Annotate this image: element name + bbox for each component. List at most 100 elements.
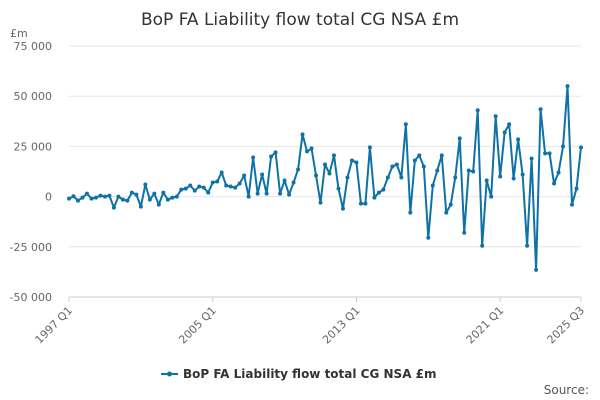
data-point[interactable] xyxy=(480,243,485,248)
data-point[interactable] xyxy=(165,197,170,202)
data-point[interactable] xyxy=(466,168,471,173)
data-point[interactable] xyxy=(287,192,292,197)
data-point[interactable] xyxy=(579,145,583,150)
data-point[interactable] xyxy=(210,180,215,185)
data-point[interactable] xyxy=(111,205,116,210)
data-point[interactable] xyxy=(147,197,152,202)
data-point[interactable] xyxy=(102,194,107,199)
data-point[interactable] xyxy=(421,164,426,169)
data-point[interactable] xyxy=(206,190,211,195)
data-point[interactable] xyxy=(152,191,157,196)
data-point[interactable] xyxy=(314,173,319,178)
data-point[interactable] xyxy=(556,170,561,175)
data-point[interactable] xyxy=(143,182,148,187)
data-point[interactable] xyxy=(444,210,449,215)
data-point[interactable] xyxy=(125,198,130,203)
data-point[interactable] xyxy=(394,162,399,167)
data-point[interactable] xyxy=(372,195,377,200)
data-point[interactable] xyxy=(260,172,265,177)
data-point[interactable] xyxy=(336,186,341,191)
data-point[interactable] xyxy=(67,196,71,201)
data-point[interactable] xyxy=(116,194,121,199)
data-point[interactable] xyxy=(345,175,350,180)
data-point[interactable] xyxy=(305,149,310,154)
data-point[interactable] xyxy=(331,153,336,158)
data-point[interactable] xyxy=(381,187,386,192)
data-point[interactable] xyxy=(349,158,354,163)
data-point[interactable] xyxy=(75,198,80,203)
data-point[interactable] xyxy=(538,107,543,112)
data-point[interactable] xyxy=(219,170,224,175)
data-point[interactable] xyxy=(120,197,125,202)
data-point[interactable] xyxy=(489,194,494,199)
data-point[interactable] xyxy=(426,235,431,240)
data-point[interactable] xyxy=(502,130,507,135)
data-point[interactable] xyxy=(493,114,498,119)
data-point[interactable] xyxy=(318,200,323,205)
data-point[interactable] xyxy=(291,180,296,185)
data-point[interactable] xyxy=(201,185,206,190)
data-point[interactable] xyxy=(484,178,489,183)
data-point[interactable] xyxy=(507,122,512,127)
data-point[interactable] xyxy=(296,167,301,172)
data-point[interactable] xyxy=(228,184,233,189)
data-point[interactable] xyxy=(340,206,345,211)
data-point[interactable] xyxy=(138,204,143,209)
legend[interactable]: BoP FA Liability flow total CG NSA £m xyxy=(161,367,437,381)
data-point[interactable] xyxy=(574,186,579,191)
data-point[interactable] xyxy=(269,154,274,159)
data-point[interactable] xyxy=(273,150,278,155)
data-point[interactable] xyxy=(439,153,444,158)
data-point[interactable] xyxy=(183,186,188,191)
data-point[interactable] xyxy=(403,122,408,127)
data-point[interactable] xyxy=(161,190,166,195)
data-point[interactable] xyxy=(71,194,76,199)
data-point[interactable] xyxy=(471,169,476,174)
data-point[interactable] xyxy=(323,162,327,167)
data-point[interactable] xyxy=(412,158,417,163)
data-point[interactable] xyxy=(174,194,179,199)
data-point[interactable] xyxy=(255,191,260,196)
data-point[interactable] xyxy=(251,155,256,160)
data-point[interactable] xyxy=(529,156,534,161)
data-point[interactable] xyxy=(457,136,462,141)
data-point[interactable] xyxy=(565,84,570,89)
data-point[interactable] xyxy=(264,191,269,196)
data-point[interactable] xyxy=(327,171,332,176)
data-point[interactable] xyxy=(197,184,202,189)
data-point[interactable] xyxy=(399,175,404,180)
data-point[interactable] xyxy=(233,185,238,190)
data-point[interactable] xyxy=(547,151,552,156)
data-point[interactable] xyxy=(408,210,413,215)
data-point[interactable] xyxy=(129,190,134,195)
data-point[interactable] xyxy=(354,160,359,165)
data-point[interactable] xyxy=(462,230,467,235)
data-point[interactable] xyxy=(363,201,368,206)
data-point[interactable] xyxy=(516,137,521,142)
data-point[interactable] xyxy=(534,267,539,272)
data-point[interactable] xyxy=(358,201,363,206)
data-point[interactable] xyxy=(84,191,89,196)
data-point[interactable] xyxy=(156,202,161,207)
data-point[interactable] xyxy=(376,190,381,195)
data-point[interactable] xyxy=(511,176,516,181)
data-point[interactable] xyxy=(282,178,287,183)
data-point[interactable] xyxy=(93,195,98,200)
data-point[interactable] xyxy=(246,194,251,199)
data-point[interactable] xyxy=(278,191,283,196)
data-point[interactable] xyxy=(192,188,197,193)
data-point[interactable] xyxy=(300,132,305,137)
data-point[interactable] xyxy=(543,151,548,156)
data-point[interactable] xyxy=(448,202,453,207)
data-point[interactable] xyxy=(525,243,530,248)
data-point[interactable] xyxy=(435,168,440,173)
data-point[interactable] xyxy=(215,179,220,184)
data-point[interactable] xyxy=(237,181,242,186)
data-point[interactable] xyxy=(475,108,480,113)
data-point[interactable] xyxy=(520,172,525,177)
data-point[interactable] xyxy=(134,192,139,197)
data-point[interactable] xyxy=(552,181,557,186)
data-point[interactable] xyxy=(170,195,175,200)
data-point[interactable] xyxy=(453,175,458,180)
data-point[interactable] xyxy=(188,183,193,188)
